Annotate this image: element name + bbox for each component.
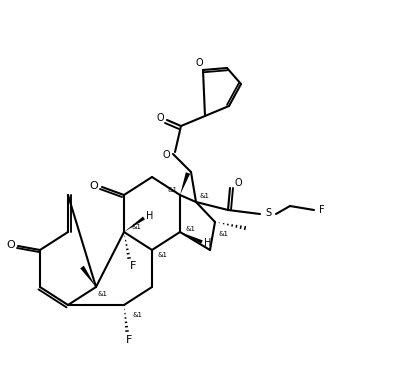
Polygon shape: [180, 232, 203, 244]
Text: &1: &1: [131, 224, 141, 230]
Text: &1: &1: [132, 312, 142, 318]
Text: &1: &1: [218, 231, 228, 237]
Text: O: O: [234, 178, 242, 188]
Text: &1: &1: [167, 187, 177, 193]
Polygon shape: [124, 217, 145, 232]
Text: &1: &1: [157, 252, 167, 258]
Polygon shape: [180, 172, 190, 195]
Text: H: H: [204, 238, 212, 248]
Text: &1: &1: [97, 291, 107, 297]
Text: O: O: [89, 181, 98, 191]
Text: O: O: [7, 240, 15, 250]
Text: S: S: [265, 208, 271, 218]
Text: O: O: [162, 150, 170, 160]
Text: F: F: [319, 205, 325, 215]
Text: &1: &1: [199, 193, 209, 199]
Text: F: F: [130, 261, 136, 271]
Text: H: H: [146, 211, 154, 221]
Text: F: F: [126, 335, 132, 345]
Polygon shape: [80, 266, 96, 287]
Text: &1: &1: [185, 226, 195, 232]
Text: O: O: [156, 113, 164, 123]
Text: O: O: [195, 58, 203, 68]
